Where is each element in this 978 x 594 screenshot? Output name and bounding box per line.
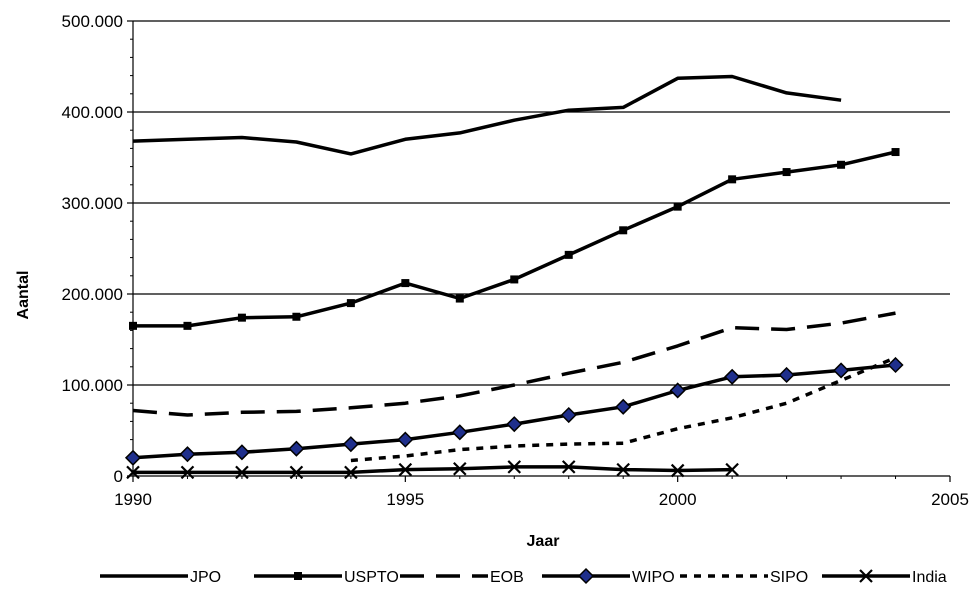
x-tick-label: 1990 — [114, 490, 152, 509]
legend-label: USPTO — [344, 569, 399, 586]
diamond-marker — [577, 567, 595, 585]
x-marker — [344, 465, 358, 480]
x-marker-stroke — [616, 462, 630, 477]
diamond-marker — [179, 446, 196, 463]
square-marker — [510, 275, 519, 284]
legend-item-sipo: SIPO — [680, 569, 808, 586]
x-tick-label: 1995 — [386, 490, 424, 509]
x-marker — [180, 465, 195, 480]
diamond-marker — [724, 368, 741, 385]
x-marker — [561, 460, 576, 474]
square-marker — [455, 294, 464, 303]
y-tick-label: 300.000 — [62, 194, 123, 213]
square-marker — [129, 321, 137, 330]
legend-item-eob: EOB — [400, 569, 524, 586]
legend-label: EOB — [490, 569, 524, 586]
x-marker-stroke — [344, 465, 358, 480]
tick-labels: 0 100.000 200.000 300.000 400.000 500.000 1990… — [62, 12, 969, 509]
series-line — [133, 150, 896, 328]
y-tick-label: 500.000 — [62, 12, 123, 31]
square-marker — [619, 226, 628, 235]
square-marker — [728, 175, 737, 184]
x-marker-stroke — [670, 463, 685, 478]
square-marker — [346, 299, 355, 308]
diamond-marker — [342, 436, 359, 453]
legend: JPO USPTO EOB WIPO SIPO India — [100, 567, 947, 586]
series-india — [126, 460, 739, 480]
x-marker-stroke — [398, 462, 413, 477]
diamond-marker — [560, 406, 577, 424]
square-marker — [564, 250, 573, 259]
square-marker — [183, 321, 192, 330]
legend-label: WIPO — [632, 569, 675, 586]
diamond-marker — [233, 444, 250, 461]
series-line — [132, 74, 842, 156]
legend-item-jpo: JPO — [100, 569, 221, 586]
square-marker — [837, 160, 846, 169]
x-marker-stroke — [235, 465, 249, 480]
series-wipo — [124, 356, 904, 466]
legend-label: SIPO — [770, 569, 808, 586]
x-marker — [453, 461, 467, 476]
series-line — [132, 311, 896, 417]
x-axis-title: Jaar — [527, 533, 560, 550]
diamond-marker — [124, 449, 142, 466]
square-marker — [292, 312, 301, 321]
x-marker — [289, 465, 304, 480]
x-marker-stroke — [725, 462, 739, 477]
axes — [127, 20, 951, 482]
legend-item-uspto: USPTO — [254, 569, 399, 586]
series-group — [124, 74, 904, 480]
square-marker — [294, 572, 302, 580]
x-marker — [725, 462, 739, 477]
x-marker-stroke — [180, 465, 195, 480]
x-marker — [126, 465, 140, 480]
square-marker — [782, 168, 791, 177]
series-line — [133, 465, 733, 475]
square-marker — [673, 202, 682, 211]
legend-item-india: India — [822, 569, 947, 586]
x-tick-label: 2005 — [931, 490, 969, 509]
legend-label: JPO — [190, 569, 221, 586]
x-marker-stroke — [126, 465, 140, 480]
series-uspto — [129, 148, 900, 330]
x-marker — [398, 462, 413, 477]
square-marker — [891, 148, 900, 157]
x-marker — [507, 460, 522, 474]
y-tick-label: 0 — [114, 467, 123, 486]
legend-label: India — [912, 569, 947, 586]
series-jpo — [132, 74, 842, 156]
diamond-marker — [778, 366, 795, 384]
x-tick-label: 2000 — [659, 490, 697, 509]
x-marker — [670, 463, 685, 478]
series-eob — [132, 311, 896, 417]
y-axis-title: Aantal — [15, 271, 32, 320]
y-tick-label: 200.000 — [62, 285, 123, 304]
legend-item-wipo: WIPO — [542, 567, 675, 586]
x-marker — [859, 569, 873, 583]
x-marker-stroke — [561, 460, 576, 474]
diamond-marker — [506, 416, 523, 433]
x-marker-stroke — [453, 461, 467, 476]
y-tick-label: 100.000 — [62, 376, 123, 395]
diamond-marker — [669, 382, 686, 399]
diamond-marker — [887, 356, 904, 374]
x-marker — [235, 465, 249, 480]
x-marker — [616, 462, 630, 477]
x-marker-stroke — [289, 465, 304, 480]
diamond-marker — [397, 431, 414, 448]
square-marker — [401, 279, 410, 288]
x-marker-stroke — [507, 460, 522, 474]
square-marker — [237, 313, 246, 322]
diamond-marker — [288, 440, 305, 457]
gridlines — [133, 20, 950, 386]
diamond-marker — [451, 424, 468, 441]
diamond-marker — [615, 398, 632, 415]
diamond-marker — [833, 362, 850, 379]
x-marker-stroke — [859, 569, 873, 583]
y-tick-label: 400.000 — [62, 103, 123, 122]
